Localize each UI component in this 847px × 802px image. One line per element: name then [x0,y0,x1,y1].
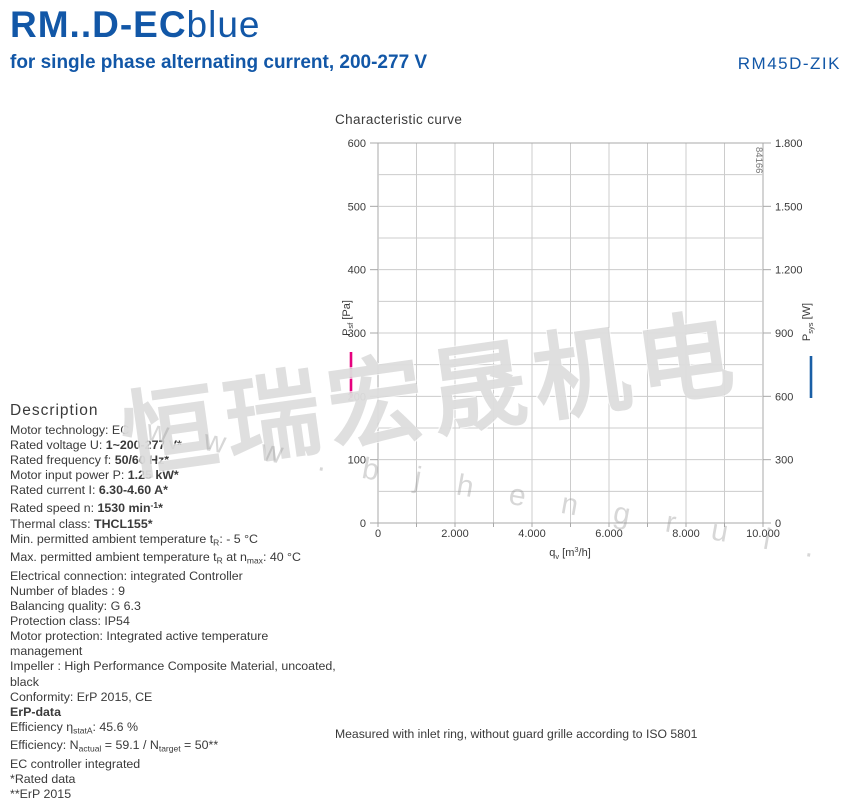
description-line: Protection class: IP54 [10,614,130,629]
description-line: Impeller : High Performance Composite Ma… [10,659,336,674]
description-line: Rated voltage U: 1~200-277 V* [10,438,182,453]
page-title-brand-part: blue [186,4,261,45]
chart-code-label: 84166 [753,147,764,173]
description-line: Motor input power P: 1.25 kW* [10,468,179,483]
svg-text:100: 100 [348,455,366,467]
svg-text:0: 0 [775,518,781,530]
svg-text:600: 600 [348,138,366,150]
description-line: black [10,674,39,689]
description-line: Thermal class: THCL155* [10,516,153,531]
main-chart: 0 100 200 300 400 500 600 0 300 600 900 1.200 1.500 1… [341,138,815,561]
model-number: RM45D-ZIK [737,54,841,73]
description-line: Electrical connection: integrated Contro… [10,568,243,583]
svg-text:300: 300 [775,455,793,467]
svg-text:6.000: 6.000 [595,528,623,540]
svg-text:300: 300 [348,328,366,340]
svg-text:400: 400 [348,265,366,277]
page-title-model-part: RM..D-EC [10,4,187,45]
description-line: Min. permitted ambient temperature tR: -… [10,531,259,548]
fan-product-photo [8,106,330,399]
chart-title: Characteristic curve [335,112,463,127]
svg-text:900: 900 [775,328,793,340]
description-line: Rated current I: 6.30-4.60 A* [10,483,168,498]
svg-text:Psf [Pa]: Psf [Pa] [341,300,355,336]
description-line: Motor technology: EC [10,423,130,437]
description-line: Conformity: ErP 2015, CE [10,689,153,704]
datasheet-page: { "header": { "title_bold": "RM..D-EC", … [8,4,847,802]
svg-text:200: 200 [348,391,366,403]
description-line: EC controller integrated [10,756,141,771]
description-line: Number of blades : 9 [10,583,126,598]
main-chart-grid [377,142,764,524]
description-line: Motor protection: Integrated active temp… [10,629,269,659]
description-line: Balancing quality: G 6.3 [10,599,141,614]
svg-text:4.000: 4.000 [518,528,546,540]
measurement-footnote: Measured with inlet ring, without guard … [335,727,698,741]
description-line: Max. permitted ambient temperature tR at… [10,550,301,566]
page-title: RM..D-ECblue [10,4,261,46]
svg-text:0: 0 [360,518,366,530]
svg-text:8.000: 8.000 [672,528,700,540]
description-line: Rated frequency f: 50/60 Hz* [10,453,170,468]
description-list: Motor technology: EC Rated voltage U: 1~2… [10,423,340,802]
main-chart-axis-labels: 0 100 200 300 400 500 600 0 300 600 900 1.200 1.500 1… [341,138,815,561]
description-line: Efficiency ηstatA: 45.6 % [10,719,138,736]
description-line: *Rated data [10,772,76,787]
description-heading: Description [10,402,99,419]
description-line: ErP-data [10,704,61,719]
page-subtitle: for single phase alternating current, 20… [10,52,428,73]
svg-text:Psys [W]: Psys [W] [801,303,815,341]
svg-text:500: 500 [348,201,366,213]
svg-text:2.000: 2.000 [441,528,469,540]
svg-text:1.200: 1.200 [775,265,803,277]
svg-text:1.800: 1.800 [775,138,803,150]
svg-text:1.500: 1.500 [775,201,803,213]
svg-text:10.000: 10.000 [746,528,780,540]
svg-text:0: 0 [375,528,381,540]
description-line: Rated speed n: 1530 min-1* [10,500,163,516]
fan-impeller-image [8,106,330,394]
description-line: Efficiency: Nactual = 59.1 / Ntarget = 5… [10,738,219,754]
svg-text:600: 600 [775,391,793,403]
description-line: **ErP 2015 [10,787,72,802]
svg-text:qv [m3/h]: qv [m3/h] [549,545,591,561]
